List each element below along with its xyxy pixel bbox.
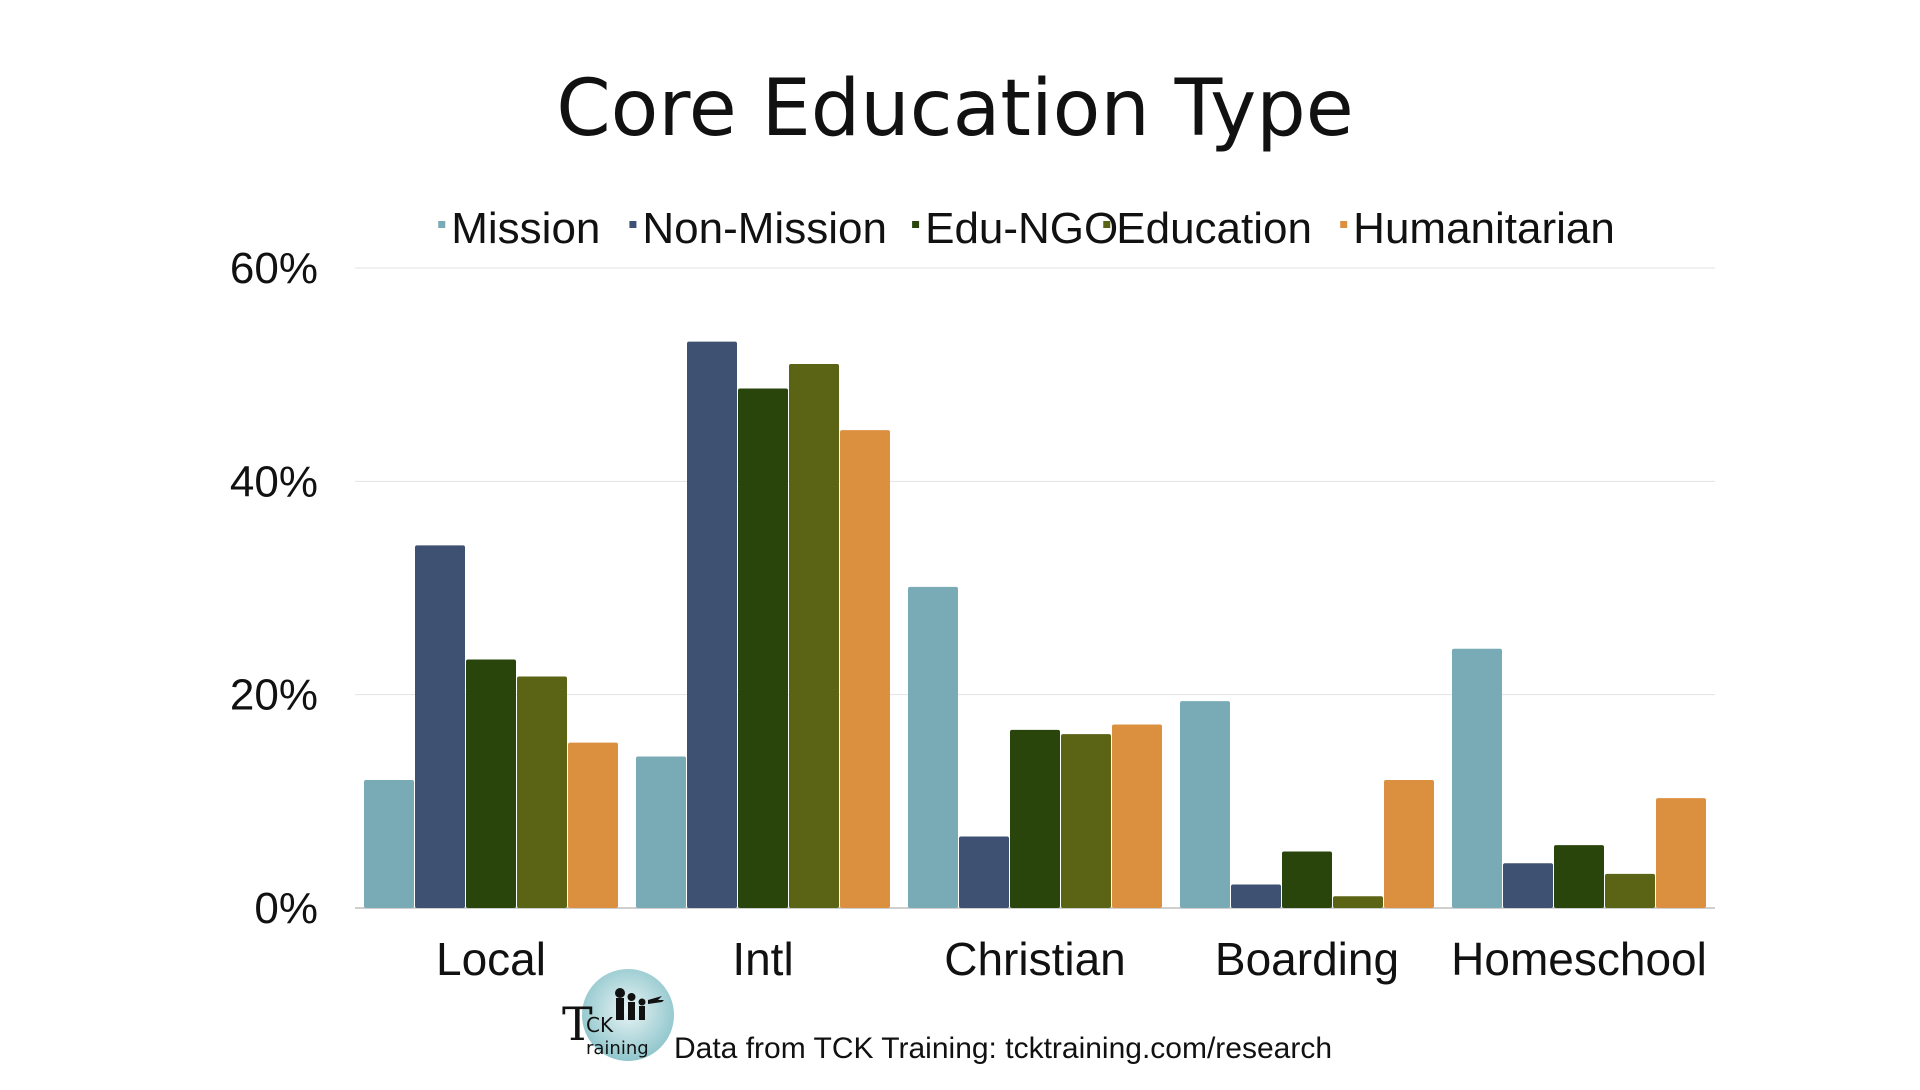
legend-item: Education [1103,204,1312,253]
x-tick-label: Local [436,933,546,985]
legend-swatch [1103,221,1111,228]
bar-boarding-humanitarian [1384,780,1434,908]
legend-item: Humanitarian [1340,204,1615,253]
bar-boarding-education [1333,896,1383,908]
bar-intl-mission [636,756,686,908]
y-tick-label: 0% [254,884,318,933]
legend-swatch [629,221,637,228]
bar-christian-education [1061,734,1111,908]
y-tick-label: 20% [230,671,318,720]
x-axis: Local Intl Christian Boarding Homeschool [436,933,1707,985]
bar-christian-mission [908,586,958,908]
bar-intl-humanitarian [840,430,890,908]
logo-text-ck: CK [586,1013,614,1037]
y-axis: 0% 20% 40% 60% [230,244,318,933]
bar-christian-edu-ngo [1010,729,1060,908]
legend-item: Mission [438,204,600,253]
legend-label: Mission [451,204,600,253]
bar-boarding-edu-ngo [1282,851,1332,908]
logo-text-raining: raining [586,1038,649,1059]
x-tick-label: Boarding [1215,933,1399,985]
legend-swatch [1340,221,1348,228]
bar-intl-edu-ngo [738,388,788,908]
bar-homeschool-humanitarian [1656,798,1706,908]
legend-item: Edu-NGO [912,204,1118,253]
tck-training-logo: T CK raining [562,969,674,1061]
bar-christian-non-mission [959,836,1009,908]
bar-homeschool-edu-ngo [1554,845,1604,908]
legend-label: Education [1116,204,1312,253]
bar-boarding-non-mission [1231,884,1281,908]
x-tick-label: Intl [732,933,793,985]
bars [364,341,1706,909]
bar-local-edu-ngo [466,659,516,908]
bar-homeschool-mission [1452,648,1502,908]
bar-local-non-mission [415,545,465,908]
legend-item: Non-Mission [629,204,887,253]
legend-swatch [438,221,446,228]
bar-homeschool-non-mission [1503,863,1553,908]
chart-title: Core Education Type [556,64,1354,154]
bar-homeschool-education [1605,873,1655,908]
bar-local-humanitarian [568,742,618,908]
bar-intl-education [789,364,839,908]
bar-christian-humanitarian [1112,724,1162,908]
legend-swatch [912,221,920,228]
y-tick-label: 40% [230,457,318,506]
x-tick-label: Christian [944,933,1126,985]
legend-label: Non-Mission [642,204,887,253]
bar-boarding-mission [1180,701,1230,908]
y-tick-label: 60% [230,244,318,293]
bar-local-education [517,676,567,908]
legend-label: Humanitarian [1353,204,1615,253]
source-note: Data from TCK Training: tcktraining.com/… [674,1032,1333,1065]
x-tick-label: Homeschool [1451,933,1707,985]
bar-local-mission [364,780,414,908]
bar-intl-non-mission [687,341,737,909]
logo-letter-t: T [562,997,593,1051]
legend-label: Edu-NGO [925,204,1118,253]
